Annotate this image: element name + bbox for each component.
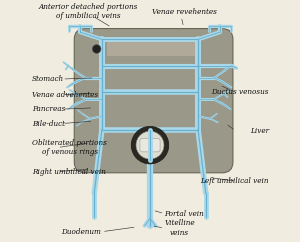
Text: Vitelline
veins: Vitelline veins — [164, 219, 195, 237]
Text: Liver: Liver — [250, 127, 269, 135]
Circle shape — [131, 126, 169, 164]
Text: Left umbilical vein: Left umbilical vein — [200, 177, 269, 185]
Text: Pancreas: Pancreas — [32, 105, 66, 113]
Circle shape — [92, 45, 101, 53]
Text: Ductus venosus: Ductus venosus — [212, 88, 269, 96]
Text: Stomach: Stomach — [32, 75, 64, 83]
Text: Right umbilical vein: Right umbilical vein — [32, 168, 106, 176]
FancyBboxPatch shape — [107, 37, 198, 56]
Text: Anterior detached portions
of umbilical veins: Anterior detached portions of umbilical … — [39, 3, 138, 20]
Text: Duodenum: Duodenum — [61, 228, 101, 236]
Text: Obliterated portions
of venous rings: Obliterated portions of venous rings — [32, 139, 107, 156]
Text: Venae revehentes: Venae revehentes — [152, 8, 217, 16]
FancyBboxPatch shape — [74, 29, 233, 173]
Text: Portal vein: Portal vein — [164, 210, 204, 218]
FancyBboxPatch shape — [140, 138, 160, 152]
Text: Bile-duct: Bile-duct — [32, 120, 65, 128]
Text: Venae advehentes: Venae advehentes — [32, 91, 98, 99]
Circle shape — [136, 131, 164, 159]
